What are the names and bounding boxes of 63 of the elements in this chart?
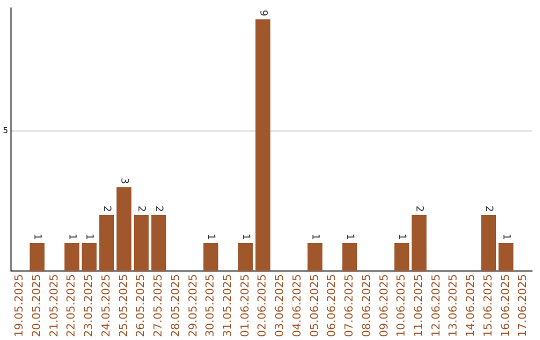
x-tick-label: 16.06.2025	[498, 274, 512, 338]
bar	[99, 215, 114, 272]
bar	[238, 243, 253, 272]
x-tick-label: 01.06.2025	[238, 274, 252, 338]
data-label: 1	[500, 234, 512, 240]
x-tick-label: 03.06.2025	[273, 274, 286, 338]
y-tick-label: 5	[2, 126, 8, 136]
data-label: 3	[118, 178, 130, 184]
x-tick-label: 05.06.2025	[308, 274, 321, 338]
data-label: 2	[136, 206, 147, 212]
x-tick-label: 19.05.2025	[12, 274, 26, 338]
data-label: 1	[84, 234, 95, 240]
bar	[255, 19, 270, 272]
x-tick-label: 07.06.2025	[342, 274, 356, 338]
data-label: 1	[205, 234, 216, 240]
x-tick-label: 25.05.2025	[116, 274, 130, 338]
bar	[342, 243, 358, 272]
x-tick-label: 11.06.2025	[412, 274, 425, 338]
data-label: 9	[257, 10, 268, 16]
data-label: 2	[153, 206, 164, 212]
x-tick-label: 24.05.2025	[99, 274, 112, 338]
data-label: 2	[414, 206, 425, 212]
x-tick-label: 14.06.2025	[464, 274, 478, 338]
data-label: 1	[32, 234, 43, 240]
bar	[481, 215, 496, 272]
bar	[82, 243, 97, 272]
x-tick-label: 04.06.2025	[290, 274, 304, 338]
data-label: 1	[66, 234, 78, 240]
bar	[203, 243, 218, 272]
x-tick-label: 13.06.2025	[446, 274, 460, 338]
bar	[64, 243, 80, 272]
x-tick-label: 09.06.2025	[377, 274, 390, 338]
bar	[116, 187, 132, 272]
bar	[412, 215, 427, 272]
x-tick-label: 06.06.2025	[325, 274, 338, 338]
bar	[394, 243, 410, 272]
x-tick-label: 02.06.2025	[256, 274, 269, 338]
x-tick-label: 10.06.2025	[394, 274, 408, 338]
x-tick-label: 17.06.2025	[516, 274, 530, 338]
x-tick-label: 20.05.2025	[30, 274, 43, 338]
data-label: 1	[240, 234, 251, 240]
data-label: 2	[100, 206, 112, 212]
x-tick-label: 29.05.2025	[186, 274, 200, 338]
data-label: 1	[309, 234, 320, 240]
data-label: 1	[396, 234, 408, 240]
x-tick-label: 22.05.2025	[64, 274, 78, 338]
x-tick-label: 21.05.2025	[47, 274, 60, 338]
bar	[498, 243, 514, 272]
data-label: 1	[344, 234, 356, 240]
x-tick-label: 08.06.2025	[360, 274, 373, 338]
x-tick-label: 12.06.2025	[429, 274, 442, 338]
bar	[151, 215, 166, 272]
bar	[134, 215, 149, 272]
x-tick-label: 28.05.2025	[168, 274, 182, 338]
x-tick-label: 26.05.2025	[134, 274, 148, 338]
data-label: 2	[482, 206, 494, 212]
bar	[308, 243, 322, 272]
x-tick-label: 27.05.2025	[152, 274, 165, 338]
x-tick-label: 15.06.2025	[481, 274, 494, 338]
bar	[30, 243, 45, 272]
x-tick-label: 30.05.2025	[204, 274, 217, 338]
x-tick-label: 23.05.2025	[82, 274, 96, 338]
x-tick-label: 31.05.2025	[220, 274, 234, 338]
